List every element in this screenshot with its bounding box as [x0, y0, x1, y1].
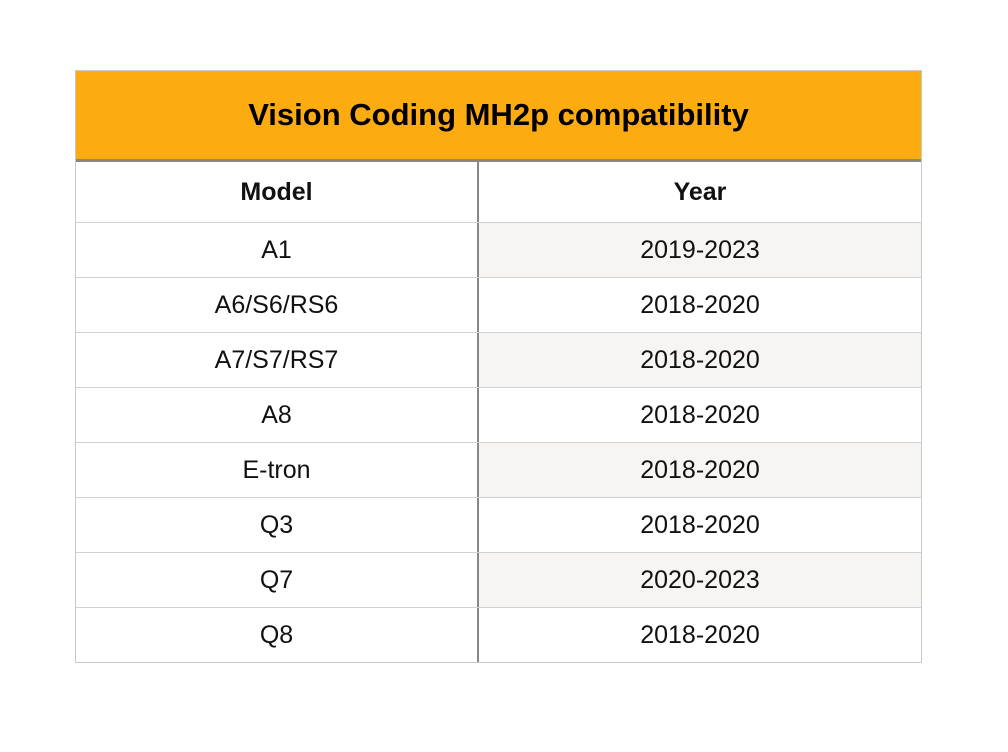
model-cell: Q3 [76, 498, 479, 552]
table-row: Q8 2018-2020 [76, 607, 921, 662]
model-cell: A1 [76, 223, 479, 277]
column-header-year: Year [479, 162, 921, 222]
model-cell: A6/S6/RS6 [76, 278, 479, 332]
column-header-model: Model [76, 162, 479, 222]
compatibility-table: Vision Coding MH2p compatibility Model Y… [75, 70, 922, 663]
year-cell: 2018-2020 [479, 443, 921, 497]
model-cell: E-tron [76, 443, 479, 497]
table-title: Vision Coding MH2p compatibility [248, 97, 749, 132]
table-row: A1 2019-2023 [76, 222, 921, 277]
year-cell: 2018-2020 [479, 278, 921, 332]
table-row: A6/S6/RS6 2018-2020 [76, 277, 921, 332]
year-cell: 2018-2020 [479, 388, 921, 442]
table-row: A7/S7/RS7 2018-2020 [76, 332, 921, 387]
table-row: Q7 2020-2023 [76, 552, 921, 607]
year-cell: 2020-2023 [479, 553, 921, 607]
year-cell: 2018-2020 [479, 498, 921, 552]
model-cell: A8 [76, 388, 479, 442]
table-row: E-tron 2018-2020 [76, 442, 921, 497]
model-cell: Q8 [76, 608, 479, 662]
model-cell: Q7 [76, 553, 479, 607]
table-title-bar: Vision Coding MH2p compatibility [76, 71, 921, 162]
year-cell: 2019-2023 [479, 223, 921, 277]
year-cell: 2018-2020 [479, 333, 921, 387]
table-row: A8 2018-2020 [76, 387, 921, 442]
model-cell: A7/S7/RS7 [76, 333, 479, 387]
table-row: Q3 2018-2020 [76, 497, 921, 552]
table-header-row: Model Year [76, 162, 921, 222]
table-body: A1 2019-2023 A6/S6/RS6 2018-2020 A7/S7/R… [76, 222, 921, 662]
year-cell: 2018-2020 [479, 608, 921, 662]
